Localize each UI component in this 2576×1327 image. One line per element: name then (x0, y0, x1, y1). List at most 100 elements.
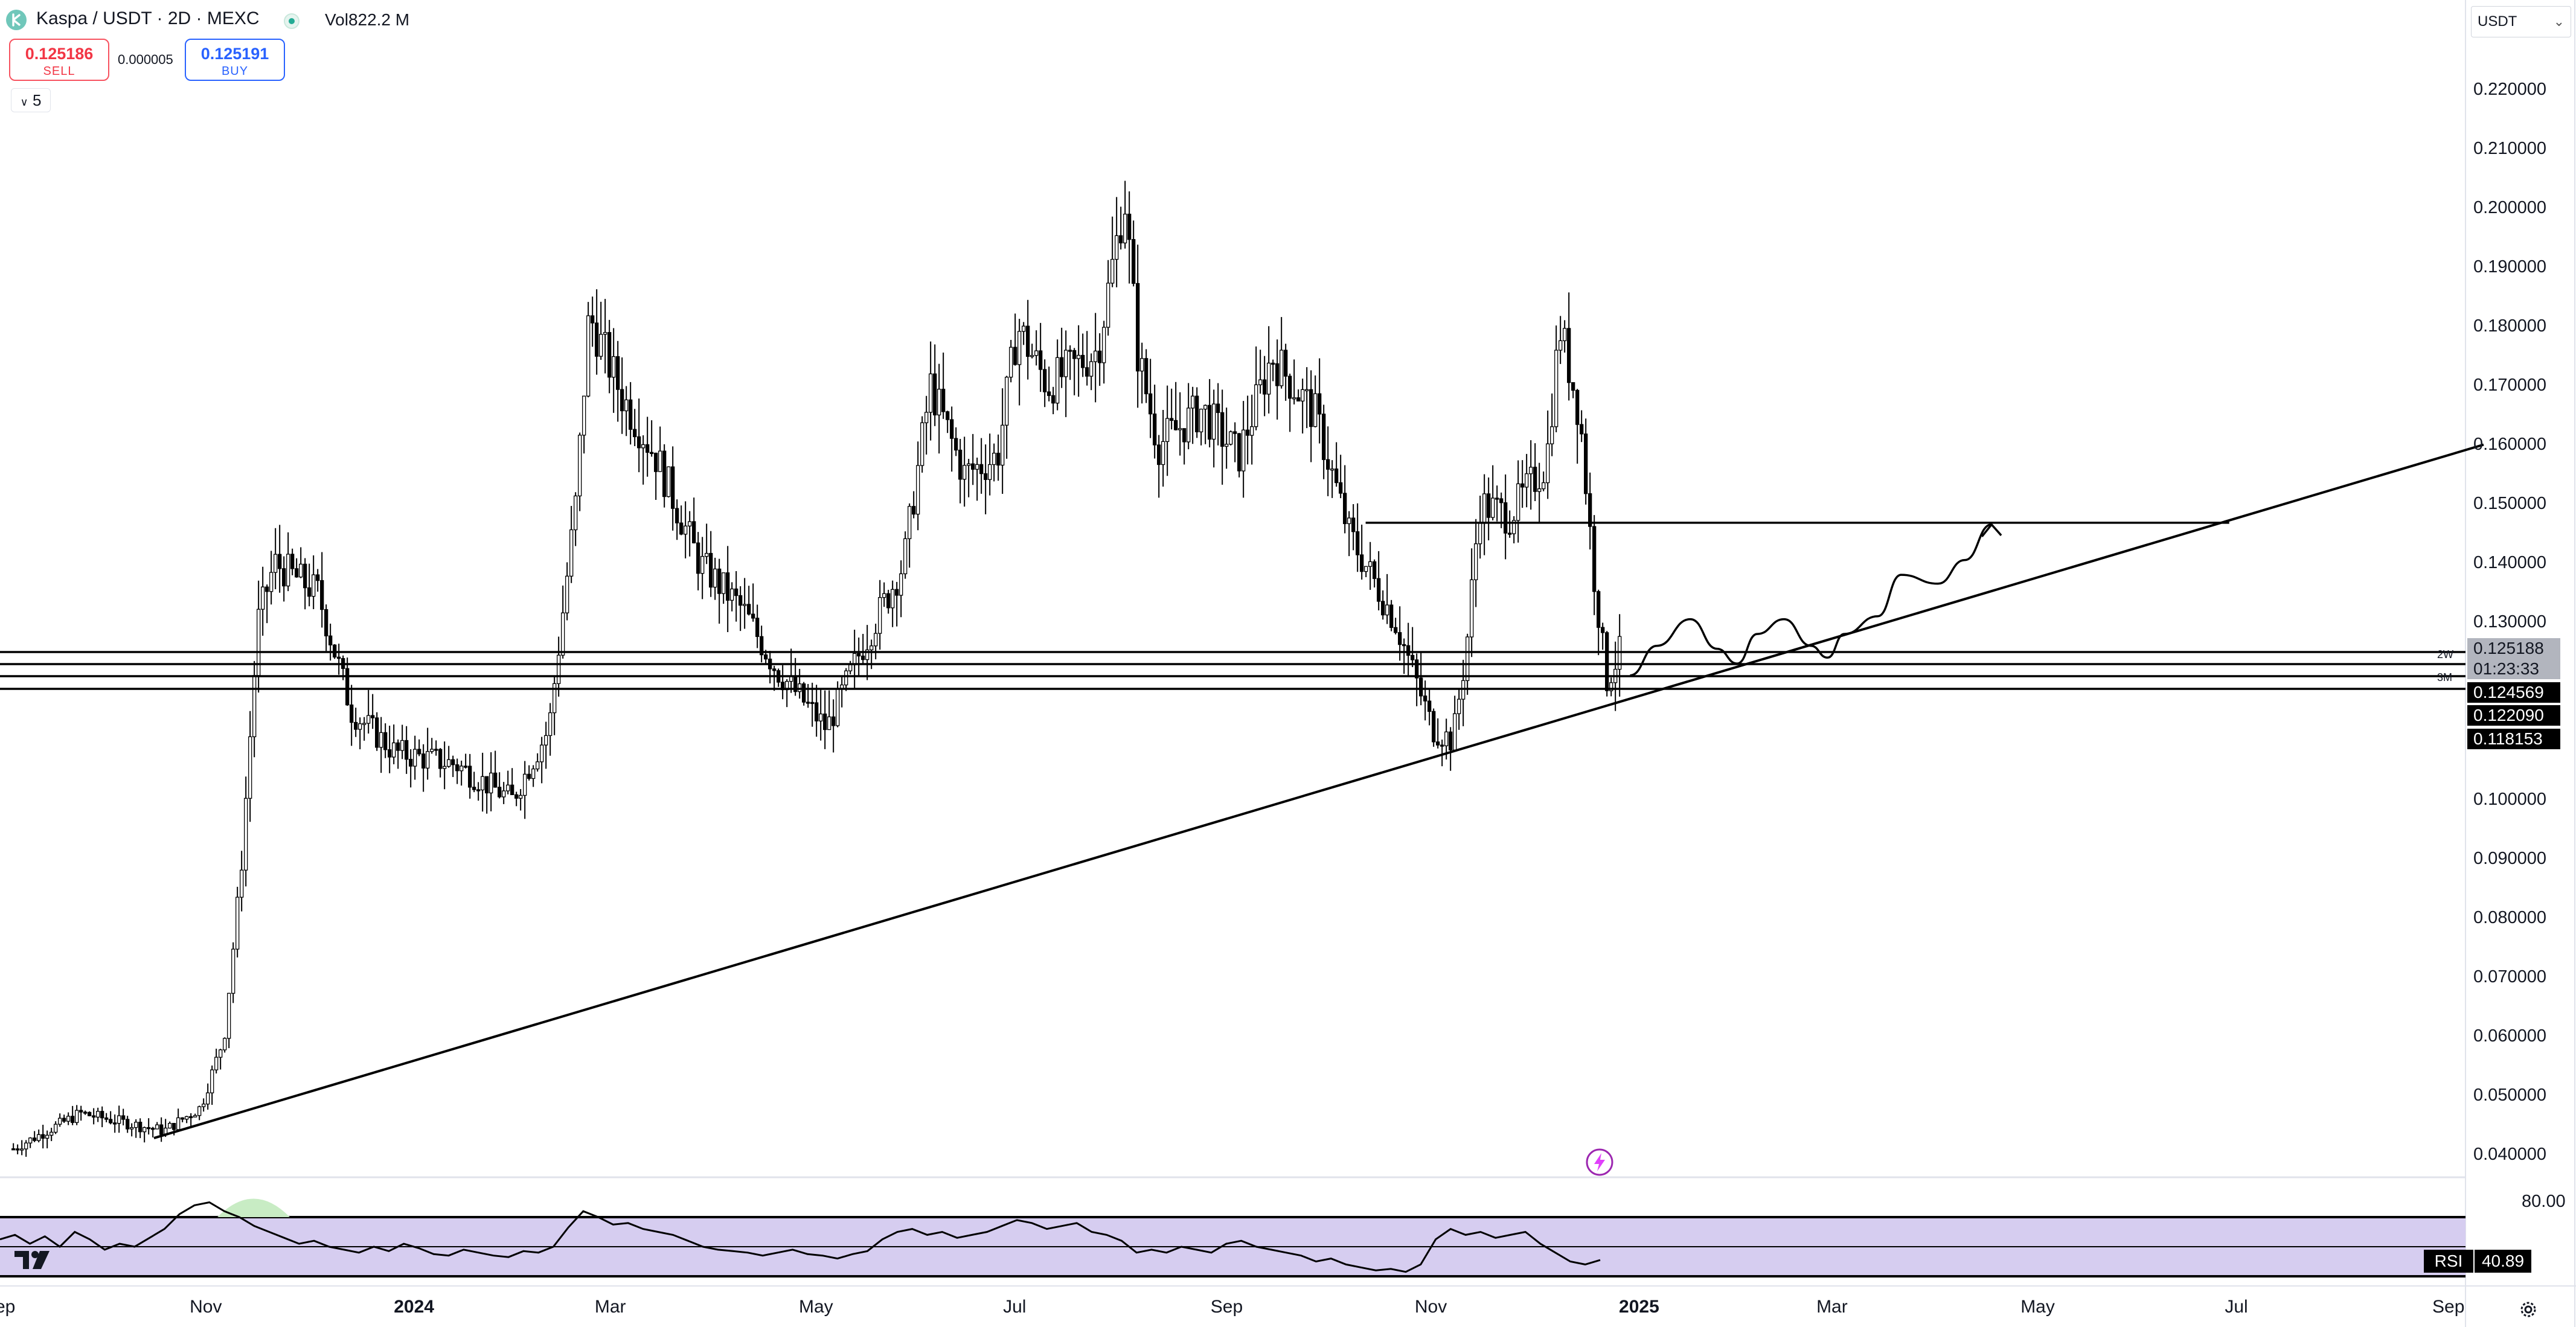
time-tick-label: May (2020, 1297, 2055, 1317)
candle-body (1322, 414, 1326, 460)
time-tick-label: ep (0, 1297, 16, 1317)
price-tick-label: 0.190000 (2473, 257, 2546, 277)
rsi-label[interactable]: RSI (2424, 1250, 2473, 1273)
candle-body (143, 1127, 147, 1133)
indicators-toggle-button[interactable]: ∨ 5 (11, 88, 51, 112)
candle-body (739, 595, 743, 606)
candle-body (172, 1122, 176, 1130)
chevron-down-icon: ⌄ (2553, 14, 2565, 29)
candle-body (358, 723, 362, 730)
price-tag-countdown: 01:23:33 (2467, 659, 2560, 679)
candle-body (282, 568, 286, 587)
candle-body (66, 1116, 71, 1122)
candle-body (1030, 355, 1034, 357)
candle-body (1580, 424, 1584, 435)
level-label-3m: 3M (2437, 671, 2453, 683)
candle-body (33, 1137, 37, 1141)
candle-body (586, 315, 591, 397)
gear-icon[interactable] (2516, 1297, 2541, 1322)
candle-body (248, 736, 252, 799)
candle-body (426, 751, 430, 769)
candle-body (261, 586, 265, 610)
candle-body (1605, 632, 1609, 691)
price-tick-label: 0.100000 (2473, 789, 2546, 809)
candle-body (1592, 526, 1597, 592)
candle-body (937, 388, 941, 416)
candle-body (383, 732, 388, 750)
chevron-down-icon: ∨ (20, 96, 28, 108)
candle-body (612, 356, 616, 378)
lightning-alert-icon[interactable] (1584, 1147, 1615, 1177)
candle-body (705, 552, 709, 557)
candle-body (1542, 482, 1546, 490)
candle-body (514, 794, 519, 799)
time-tick-label: 2025 (1619, 1297, 1659, 1317)
candle-body (831, 716, 836, 726)
candle-body (891, 589, 895, 609)
candle-body (1368, 561, 1373, 567)
candle-body (810, 702, 815, 705)
candle-body (1284, 350, 1288, 377)
price-tick-label: 0.050000 (2473, 1085, 2546, 1105)
candle-body (214, 1057, 219, 1070)
candle-body (1597, 591, 1601, 628)
candle-body (1318, 393, 1322, 415)
market-open-dot[interactable] (284, 13, 300, 29)
candle-body (806, 702, 810, 704)
candle-body (189, 1116, 193, 1119)
symbol-title[interactable]: Kaspa / USDT · 2D · MEXC (36, 8, 260, 28)
buy-button[interactable]: 0.125191 BUY (185, 39, 285, 81)
candle-body (1085, 367, 1089, 377)
candle-body (1436, 741, 1440, 746)
candle-body (28, 1137, 33, 1143)
candle-body (1195, 395, 1199, 432)
projection-path (1630, 523, 1992, 677)
candle-body (1398, 632, 1402, 645)
rsi-overbought-fill (217, 1198, 290, 1217)
candle-body (857, 653, 861, 657)
sell-price: 0.125186 (25, 45, 94, 63)
candle-body (540, 744, 544, 763)
candle-body (992, 452, 996, 465)
candle-body (337, 656, 341, 659)
candle-body (1149, 393, 1153, 415)
candle-body (1165, 418, 1170, 442)
candle-body (629, 399, 633, 430)
candle-body (1495, 497, 1499, 500)
candle-body (193, 1115, 197, 1118)
candle-body (548, 712, 553, 736)
sell-button[interactable]: 0.125186 SELL (9, 39, 109, 81)
candle-body (1026, 325, 1030, 357)
candle-body (265, 586, 269, 592)
volume-value: 822.2 M (348, 10, 410, 29)
price-tick-label: 0.170000 (2473, 375, 2546, 395)
tradingview-logo-icon[interactable] (13, 1249, 57, 1271)
candle-body (696, 542, 700, 574)
candle-body (1115, 235, 1119, 260)
candle-body (396, 742, 400, 751)
candle-body (181, 1117, 185, 1120)
candle-body (54, 1124, 58, 1133)
candle-body (878, 597, 882, 634)
candle-body (624, 399, 629, 412)
candle-body (536, 761, 540, 770)
candle-body (760, 636, 764, 656)
candle-body (1017, 331, 1022, 365)
candle-body (1022, 325, 1026, 332)
candle-body (41, 1134, 45, 1139)
kaspa-logo-icon[interactable] (5, 8, 28, 31)
sell-label: SELL (43, 65, 75, 78)
candle-body (1153, 413, 1157, 446)
candle-body (278, 554, 282, 569)
currency-select[interactable]: USDT ⌄ (2471, 6, 2571, 37)
candle-body (1005, 377, 1009, 426)
candle-body (1334, 468, 1339, 484)
candle-body (1199, 408, 1203, 432)
time-tick-label: Jul (2225, 1297, 2248, 1317)
candle-body (185, 1116, 189, 1120)
candle-body (574, 495, 578, 531)
candle-body (743, 604, 747, 606)
candle-body (1440, 744, 1444, 747)
candle-body (1229, 431, 1233, 445)
